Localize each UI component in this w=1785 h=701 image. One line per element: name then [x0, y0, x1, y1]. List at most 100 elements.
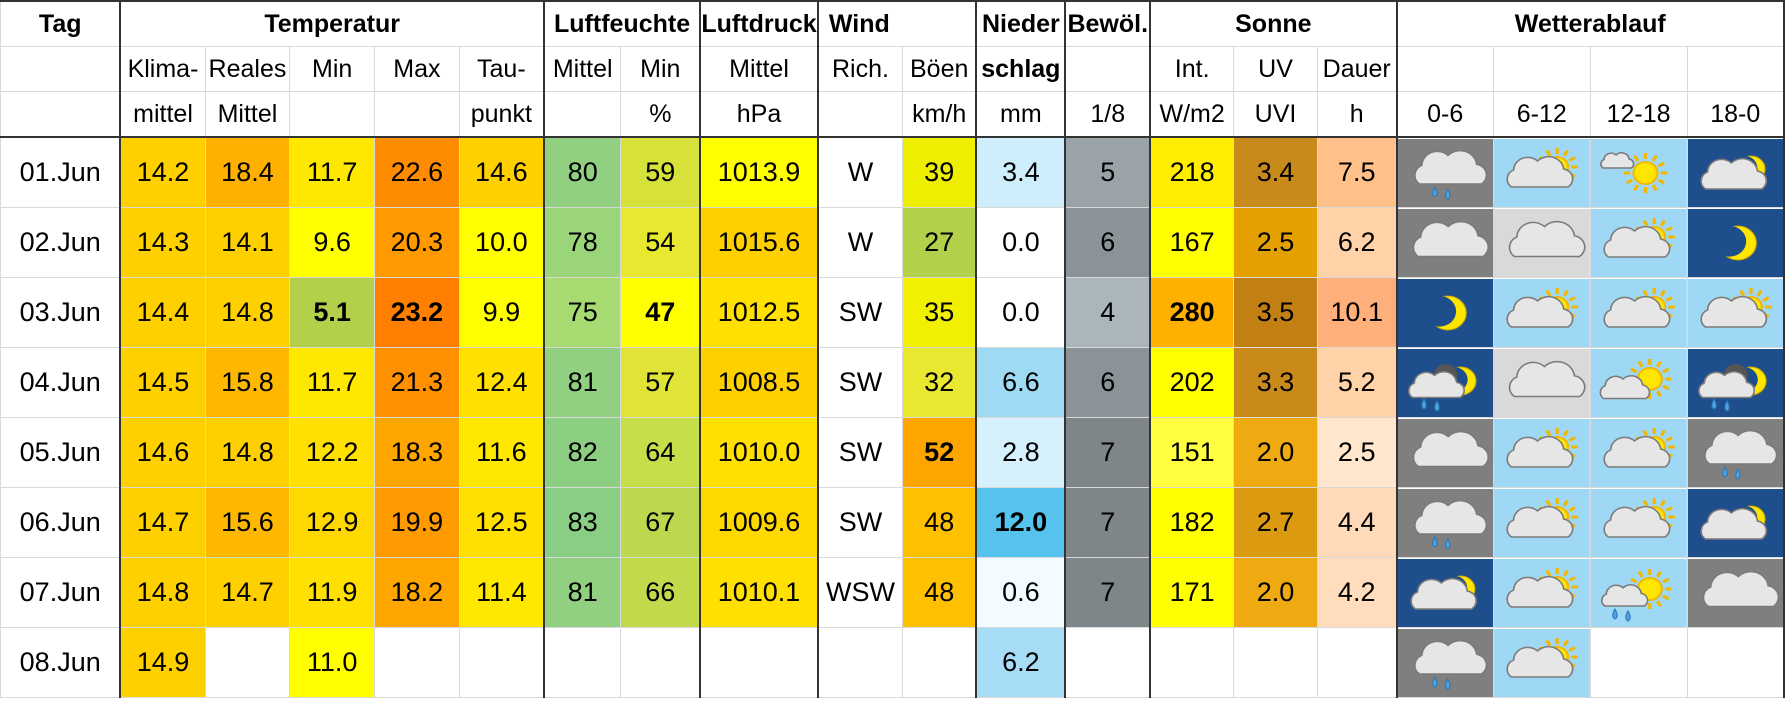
cell-klima: 14.2: [119, 136, 206, 208]
cell-dir: W: [816, 136, 904, 208]
header-cell: Tau-: [458, 46, 545, 92]
weather-icon-night-cloud-moon: [1686, 136, 1785, 208]
cell-tag: 08.Jun: [0, 627, 121, 698]
cell-rain: 6.2: [975, 627, 1066, 698]
cell-hmin: 66: [620, 557, 701, 628]
weather-icon-sky-cloud-sun: [1492, 417, 1591, 488]
header-cell: Mittel: [542, 46, 622, 92]
cell-rain: 12.0: [975, 487, 1066, 558]
cell-min: 12.2: [289, 417, 376, 488]
cell-klima: 14.9: [119, 627, 206, 698]
weather-icon-night-rain-moon: [1395, 347, 1494, 418]
cell-hmin: 67: [620, 487, 701, 558]
cell-max: 18.2: [374, 557, 460, 628]
header-cell: hPa: [699, 91, 819, 138]
cell-dur: 6.2: [1316, 207, 1398, 278]
col-head-wind: Wind: [816, 0, 977, 47]
header-cell: [289, 91, 376, 138]
header-cell: Böen: [902, 46, 977, 92]
col-head-sonne: Sonne: [1149, 0, 1398, 47]
weather-icon-night-moon: [1395, 277, 1494, 348]
header-cell: 18-0: [1686, 91, 1785, 138]
col-head-bewoelkung: Bewöl.: [1064, 0, 1151, 47]
weather-icon-sky-small-cloud-sun: [1589, 347, 1688, 418]
cell-hmin: 57: [620, 347, 701, 418]
cell-uv: 2.5: [1233, 207, 1318, 278]
cell-hum: 81: [542, 557, 622, 628]
cell-int: 171: [1149, 557, 1235, 628]
cell-gust: 35: [902, 277, 977, 348]
header-cell: Dauer: [1316, 46, 1398, 92]
header-cell: Min: [289, 46, 376, 92]
cell-tau: 9.9: [458, 277, 545, 348]
cell-cloud: 7: [1064, 487, 1151, 558]
cell-int: 151: [1149, 417, 1235, 488]
weather-icon-gray-cloud: [1395, 207, 1494, 278]
cell-dur: 5.2: [1316, 347, 1398, 418]
cell-uv: 2.7: [1233, 487, 1318, 558]
cell-klima: 14.8: [119, 557, 206, 628]
cell-uv: 2.0: [1233, 417, 1318, 488]
cell-int: 182: [1149, 487, 1235, 558]
cell-dur: 4.2: [1316, 557, 1398, 628]
cell-uv: 3.5: [1233, 277, 1318, 348]
cell-max: 21.3: [374, 347, 460, 418]
cell-min: 5.1: [289, 277, 376, 348]
cell-max: 19.9: [374, 487, 460, 558]
cell-dur: 2.5: [1316, 417, 1398, 488]
cell-max: 23.2: [374, 277, 460, 348]
weather-icon-empty: [1686, 627, 1785, 698]
cell-min: 12.9: [289, 487, 376, 558]
cell-klima: 14.7: [119, 487, 206, 558]
weather-icon-gray-cloud: [1395, 417, 1494, 488]
cell-gust: 32: [902, 347, 977, 418]
weather-icon-sky-cloud-sun: [1492, 136, 1591, 208]
weather-icon-sky-rain-sun: [1589, 557, 1688, 628]
header-cell: km/h: [902, 91, 977, 138]
weather-icon-gray-cloud: [1686, 557, 1785, 628]
cell-hmin: 59: [620, 136, 701, 208]
cell-dur: [1316, 627, 1398, 698]
cell-min: 11.7: [289, 347, 376, 418]
cell-gust: 48: [902, 557, 977, 628]
header-row-1: Tag Temperatur Luftfeuchte Luftdruck Win…: [0, 0, 1785, 47]
cell-int: [1149, 627, 1235, 698]
cell-min: 11.0: [289, 627, 376, 698]
weather-icon-pale-cloud: [1492, 207, 1591, 278]
weather-icon-sky-cloud-sun: [1492, 277, 1591, 348]
table-row: 05.Jun 14.6 14.8 12.2 18.3 11.6 82 64 1010.0 SW 52…: [0, 417, 1785, 488]
cell-int: 218: [1149, 136, 1235, 208]
header-cell: 0-6: [1395, 91, 1494, 138]
header-cell: [1492, 46, 1591, 92]
cell-uv: 2.0: [1233, 557, 1318, 628]
header-cell: Mittel: [204, 91, 291, 138]
cell-hum: 81: [542, 347, 622, 418]
header-cell: UVI: [1233, 91, 1318, 138]
cell-real: [204, 627, 291, 698]
cell-int: 280: [1149, 277, 1235, 348]
weather-icon-sky-cloud-sun: [1589, 277, 1688, 348]
cell-rain: 0.0: [975, 277, 1066, 348]
cell-press: 1012.5: [699, 277, 819, 348]
table-row: 02.Jun 14.3 14.1 9.6 20.3 10.0 78 54 1015.6 W 27 0.…: [0, 207, 1785, 278]
cell-real: 18.4: [204, 136, 291, 208]
header-cell: %: [620, 91, 701, 138]
cell-gust: 39: [902, 136, 977, 208]
header-cell: Max: [374, 46, 460, 92]
table-row: 06.Jun 14.7 15.6 12.9 19.9 12.5 83 67 1009.6 SW 48…: [0, 487, 1785, 558]
cell-press: 1013.9: [699, 136, 819, 208]
header-cell: [1395, 46, 1494, 92]
weather-icon-sky-cloud-sun: [1492, 487, 1591, 558]
weather-icon-sky-cloud-sun: [1492, 627, 1591, 698]
cell-uv: 3.3: [1233, 347, 1318, 418]
cell-cloud: [1064, 627, 1151, 698]
header-cell: 6-12: [1492, 91, 1591, 138]
col-head-temperatur: Temperatur: [119, 0, 545, 47]
cell-hum: 82: [542, 417, 622, 488]
cell-dur: 10.1: [1316, 277, 1398, 348]
cell-hmin: 47: [620, 277, 701, 348]
cell-klima: 14.5: [119, 347, 206, 418]
weather-icon-sky-cloud-sun: [1589, 207, 1688, 278]
cell-hum: 83: [542, 487, 622, 558]
header-cell: mittel: [119, 91, 206, 138]
